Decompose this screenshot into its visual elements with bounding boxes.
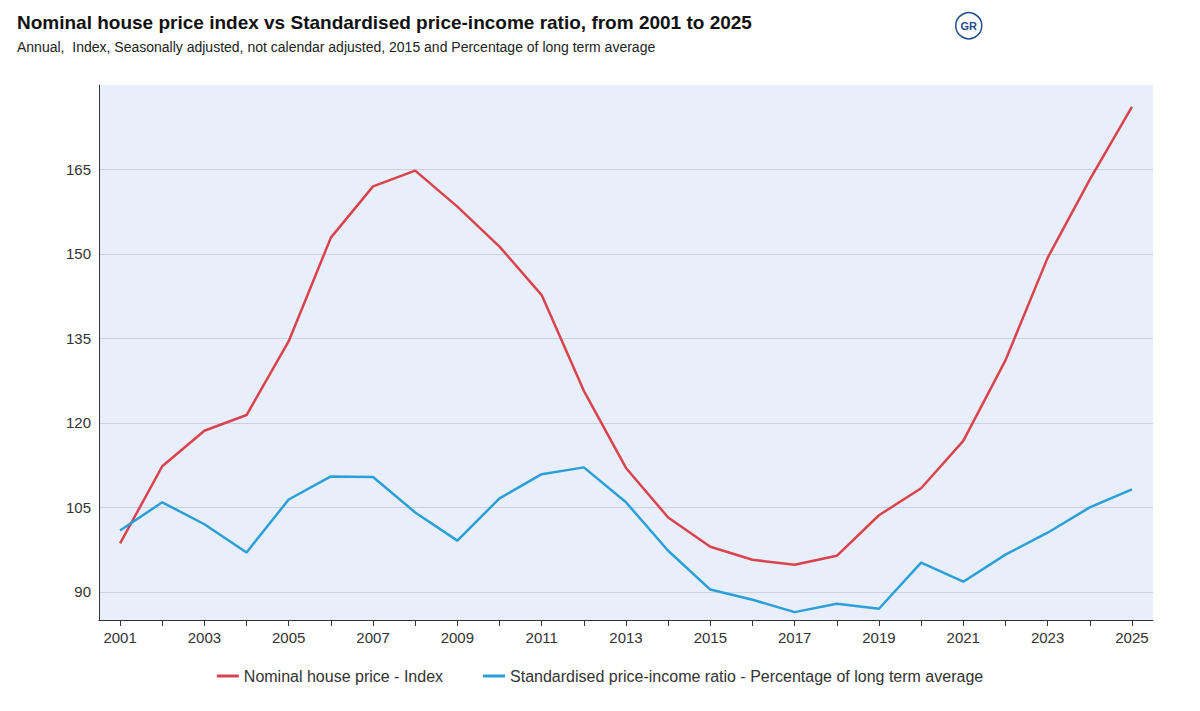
svg-text:2003: 2003 bbox=[188, 629, 221, 646]
svg-text:Annual, Index, Seasonally adj: Annual, Index, Seasonally adjusted, not … bbox=[17, 39, 655, 55]
svg-text:2011: 2011 bbox=[526, 629, 558, 646]
svg-text:2007: 2007 bbox=[356, 629, 389, 646]
svg-text:120: 120 bbox=[66, 414, 91, 431]
svg-text:135: 135 bbox=[66, 330, 91, 347]
svg-text:90: 90 bbox=[74, 583, 91, 600]
svg-text:165: 165 bbox=[66, 161, 91, 178]
svg-text:2001: 2001 bbox=[103, 629, 136, 646]
svg-text:2025: 2025 bbox=[1115, 629, 1148, 646]
svg-text:Standardised price-income rati: Standardised price-income ratio - Percen… bbox=[510, 668, 983, 685]
svg-text:105: 105 bbox=[66, 499, 91, 516]
svg-text:2009: 2009 bbox=[441, 629, 474, 646]
svg-text:150: 150 bbox=[66, 245, 91, 262]
svg-text:2005: 2005 bbox=[272, 629, 305, 646]
svg-text:2017: 2017 bbox=[778, 629, 811, 646]
svg-text:2023: 2023 bbox=[1031, 629, 1064, 646]
svg-text:2019: 2019 bbox=[862, 629, 895, 646]
svg-text:2021: 2021 bbox=[947, 629, 980, 646]
svg-text:2013: 2013 bbox=[609, 629, 642, 646]
svg-text:2015: 2015 bbox=[694, 629, 727, 646]
svg-text:Nominal house price - Index: Nominal house price - Index bbox=[244, 668, 443, 685]
svg-text:Nominal house price index vs S: Nominal house price index vs Standardise… bbox=[17, 12, 752, 33]
svg-text:GR: GR bbox=[961, 20, 978, 32]
